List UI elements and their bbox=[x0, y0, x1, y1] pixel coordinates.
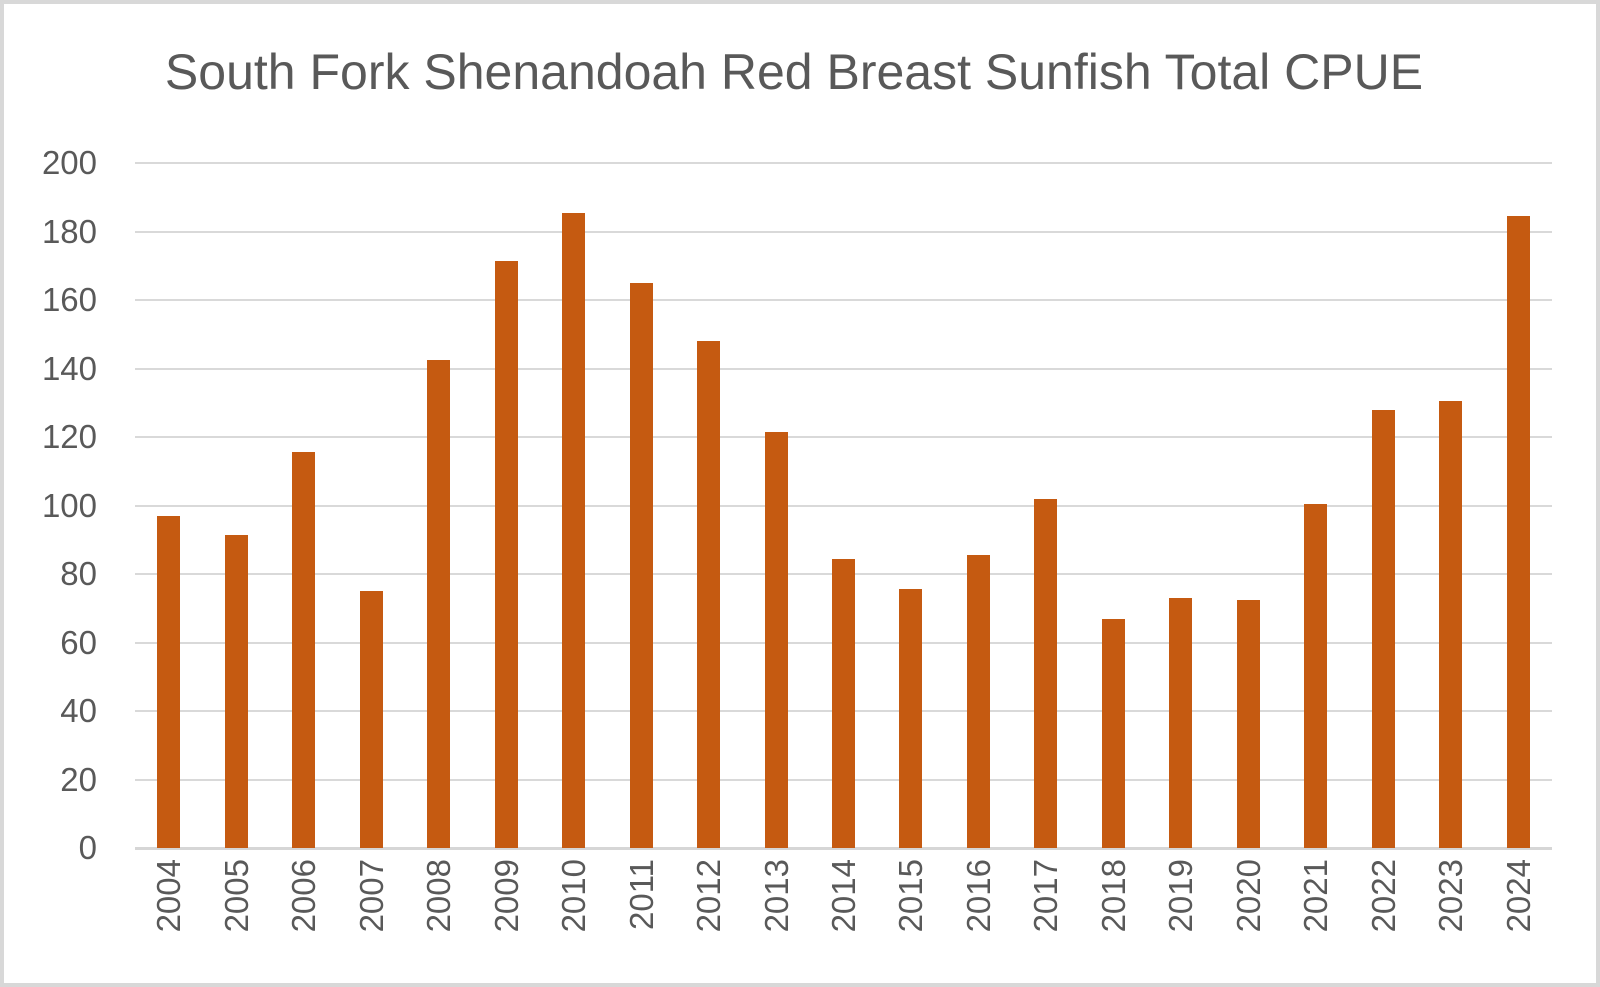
x-tick-label-2024: 2024 bbox=[1499, 859, 1537, 933]
bar-2006 bbox=[292, 452, 316, 848]
gridline-180 bbox=[135, 230, 1552, 233]
x-tick-label-2019: 2019 bbox=[1162, 859, 1200, 933]
y-tick-label-60: 60 bbox=[60, 623, 97, 661]
bar-2021 bbox=[1304, 503, 1328, 848]
bar-2022 bbox=[1371, 409, 1395, 848]
gridline-160 bbox=[135, 299, 1552, 301]
bar-2017 bbox=[1034, 498, 1058, 848]
x-tick-label-2023: 2023 bbox=[1432, 859, 1470, 933]
x-tick-label-2013: 2013 bbox=[757, 859, 795, 933]
x-tick-label-2007: 2007 bbox=[352, 859, 390, 933]
gridline-140 bbox=[135, 367, 1552, 370]
y-tick-label-0: 0 bbox=[78, 829, 97, 866]
bar-2014 bbox=[832, 558, 855, 848]
bar-2011 bbox=[629, 282, 653, 848]
y-tick-label-140: 140 bbox=[41, 349, 97, 387]
bar-2012 bbox=[697, 341, 721, 848]
bar-2013 bbox=[764, 431, 788, 848]
bar-2009 bbox=[494, 260, 518, 848]
bar-2004 bbox=[157, 515, 181, 848]
x-tick-label-2021: 2021 bbox=[1297, 859, 1335, 933]
gridline-100 bbox=[135, 504, 1552, 507]
x-tick-label-2016: 2016 bbox=[959, 859, 997, 933]
x-tick-label-2018: 2018 bbox=[1094, 859, 1132, 933]
bar-2005 bbox=[224, 534, 248, 848]
bar-2024 bbox=[1506, 216, 1530, 848]
bar-2016 bbox=[966, 555, 990, 848]
x-tick-label-2012: 2012 bbox=[690, 859, 728, 933]
bar-2010 bbox=[562, 212, 586, 848]
y-tick-label-20: 20 bbox=[60, 760, 97, 798]
bar-2023 bbox=[1439, 401, 1463, 848]
y-tick-label-200: 200 bbox=[41, 144, 97, 181]
gridline-200 bbox=[135, 162, 1552, 164]
x-tick-label-2022: 2022 bbox=[1364, 859, 1402, 933]
bar-2018 bbox=[1101, 618, 1125, 848]
y-tick-label-40: 40 bbox=[60, 692, 97, 729]
x-axis-line bbox=[135, 847, 1552, 850]
bar-2015 bbox=[899, 589, 923, 848]
x-tick-label-2008: 2008 bbox=[420, 859, 458, 933]
bar-2008 bbox=[427, 359, 451, 848]
bar-2007 bbox=[359, 591, 383, 848]
y-tick-label-80: 80 bbox=[60, 555, 97, 592]
x-tick-label-2004: 2004 bbox=[150, 859, 188, 933]
y-tick-label-100: 100 bbox=[41, 486, 97, 524]
gridline-120 bbox=[135, 436, 1552, 438]
bar-2020 bbox=[1236, 599, 1260, 848]
plot-area bbox=[135, 162, 1552, 850]
chart-title: South Fork Shenandoah Red Breast Sunfish… bbox=[164, 44, 1424, 100]
x-tick-label-2014: 2014 bbox=[825, 859, 862, 933]
x-tick-label-2005: 2005 bbox=[217, 859, 255, 933]
x-tick-label-2010: 2010 bbox=[555, 859, 593, 933]
x-tick-label-2009: 2009 bbox=[487, 859, 525, 933]
x-tick-label-2011: 2011 bbox=[622, 859, 660, 930]
x-tick-label-2006: 2006 bbox=[285, 859, 323, 933]
y-tick-label-120: 120 bbox=[41, 418, 97, 455]
x-tick-label-2020: 2020 bbox=[1229, 859, 1267, 933]
y-tick-label-160: 160 bbox=[41, 281, 97, 318]
bar-2019 bbox=[1169, 597, 1193, 848]
x-tick-label-2017: 2017 bbox=[1027, 859, 1065, 933]
x-tick-label-2015: 2015 bbox=[892, 859, 930, 933]
y-tick-label-180: 180 bbox=[41, 212, 97, 250]
